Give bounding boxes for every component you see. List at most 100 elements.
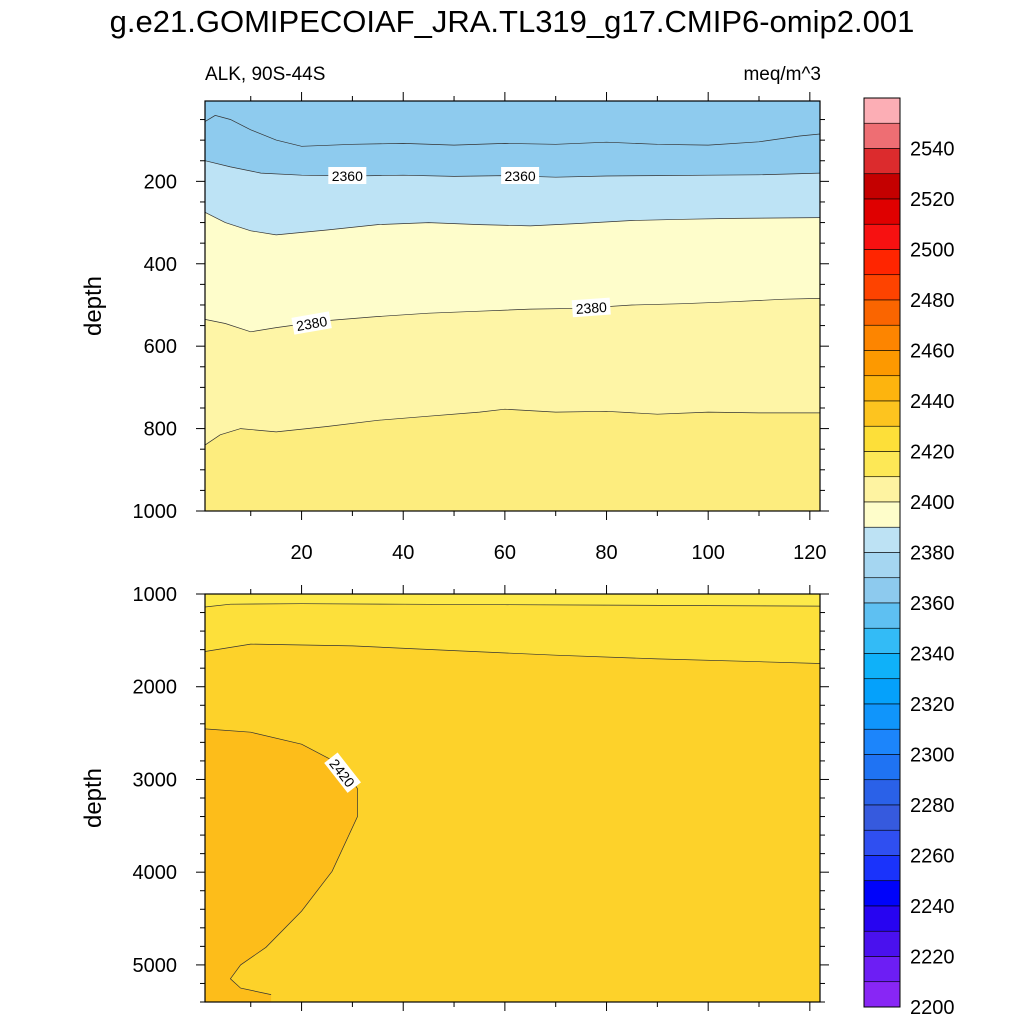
contour-line-2350 [204, 115, 821, 147]
x-tick-label: 60 [494, 542, 516, 564]
contour-line-2410 [204, 643, 821, 664]
colorbar-label: 2460 [910, 341, 955, 363]
colorbar-label: 2540 [910, 139, 955, 161]
x-tick-label: 80 [595, 542, 617, 564]
contour-label-2360: 2360 [328, 167, 367, 184]
contour-label-bg [501, 167, 540, 184]
contour-label-2380: 2380 [571, 297, 611, 318]
colorbar: 2540 2520 2500 2480 2460 2440 2420 2400 2380 2360… [863, 97, 955, 1019]
contour-line-2400 [204, 603, 821, 608]
x-tick-label: 100 [691, 542, 724, 564]
colorbar-swatch [863, 653, 901, 680]
contour-label-bg [291, 311, 332, 335]
colorbar-swatch [863, 552, 901, 579]
colorbar-swatch [863, 829, 901, 856]
colorbar-swatch [863, 930, 901, 957]
colorbar-swatch [863, 451, 901, 478]
colorbar-swatch [863, 223, 901, 250]
colorbar-swatch [863, 577, 901, 604]
colorbar-swatch [863, 148, 901, 175]
colorbar-label: 2260 [910, 846, 955, 868]
contour-line-2370 [204, 211, 821, 236]
contour-line-2360 [204, 160, 821, 178]
colorbar-label: 2320 [910, 694, 955, 716]
colorbar-swatch [863, 299, 901, 326]
colorbar-swatch [863, 501, 901, 528]
colorbar-swatch [863, 249, 901, 276]
colorbar-label: 2420 [910, 442, 955, 464]
colorbar-swatch [863, 880, 901, 907]
colorbar-swatch [863, 324, 901, 351]
y-tick-label: 3000 [133, 769, 178, 791]
contour-fill-2410 [205, 644, 820, 1002]
contour-label-2380: 2380 [291, 311, 332, 335]
colorbar-swatch [863, 754, 901, 781]
colorbar-swatch [863, 526, 901, 553]
colorbar-label: 2220 [910, 947, 955, 969]
left-subtitle: ALK, 90S-44S [205, 64, 326, 85]
colorbar-swatch [863, 703, 901, 730]
contour-label-text: 2380 [295, 313, 329, 334]
colorbar-label: 2280 [910, 795, 955, 817]
contour-label-2360: 2360 [501, 167, 540, 184]
y-tick-label: 5000 [133, 955, 178, 977]
colorbar-frame [863, 97, 901, 1008]
y-tick-label: 2000 [133, 677, 178, 699]
x-tick-label: 120 [793, 542, 826, 564]
upper-panel: 2360 2360 2380 2380 200 400 600 800 1000 20 40 60 80… [80, 92, 829, 564]
colorbar-swatch [863, 602, 901, 629]
contour-line-2380 [204, 298, 821, 333]
contour-fill-2420 [205, 728, 358, 1002]
colorbar-swatch [863, 97, 901, 124]
x-tick-label: 20 [290, 542, 312, 564]
colorbar-swatch [863, 728, 901, 755]
colorbar-label: 2360 [910, 593, 955, 615]
contour-label-text: 2380 [575, 299, 607, 317]
units-subtitle: meq/m^3 [743, 64, 821, 85]
colorbar-swatch [863, 274, 901, 301]
plot-frame [204, 100, 821, 512]
colorbar-swatch [863, 804, 901, 831]
y-tick-label: 4000 [133, 862, 178, 884]
y-tick-label: 800 [144, 419, 177, 441]
contour-label-bg [324, 752, 361, 793]
x-tick-label: 40 [392, 542, 414, 564]
y-tick-label: 600 [144, 336, 177, 358]
colorbar-label: 2340 [910, 644, 955, 666]
colorbar-swatch [863, 375, 901, 402]
y-axis-label: depth [80, 768, 107, 828]
colorbar-label: 2520 [910, 189, 955, 211]
colorbar-label: 2240 [910, 896, 955, 918]
contour-line-2390 [204, 408, 820, 446]
contour-label-bg [571, 297, 611, 318]
y-axis-label: depth [80, 276, 107, 336]
colorbar-swatch [863, 981, 901, 1008]
colorbar-swatch [863, 350, 901, 377]
colorbar-swatch [863, 122, 901, 149]
colorbar-label: 2200 [910, 997, 955, 1019]
y-tick-label: 1000 [133, 584, 178, 606]
y-tick-label: 400 [144, 254, 177, 276]
colorbar-swatch [863, 198, 901, 225]
colorbar-swatch [863, 905, 901, 932]
y-tick-label: 1000 [133, 501, 178, 523]
figure-title: g.e21.GOMIPECOIAF_JRA.TL319_g17.CMIP6-om… [109, 4, 915, 39]
colorbar-swatch [863, 400, 901, 427]
colorbar-swatch [863, 779, 901, 806]
colorbar-swatch [863, 476, 901, 503]
colorbar-swatch [863, 678, 901, 705]
colorbar-label: 2380 [910, 543, 955, 565]
colorbar-label: 2500 [910, 240, 955, 262]
colorbar-swatch [863, 627, 901, 654]
contour-label-text: 2360 [505, 168, 536, 184]
contour-line-2420 [204, 728, 358, 995]
colorbar-label: 2400 [910, 492, 955, 514]
colorbar-label: 2300 [910, 745, 955, 767]
colorbar-label: 2480 [910, 290, 955, 312]
contour-label-bg [328, 167, 367, 184]
colorbar-swatch [863, 425, 901, 452]
colorbar-swatch [863, 173, 901, 200]
contour-fill-2390 [205, 409, 820, 511]
